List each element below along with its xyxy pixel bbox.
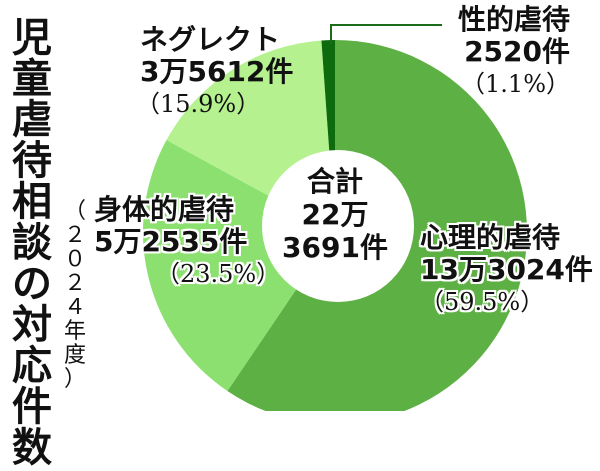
total-label: 合計 22万 3691件 [260,165,410,264]
subtitle-char: ４ [63,295,86,320]
subtitle-char: ２ [63,223,86,248]
subtitle-char: ２ [63,271,86,296]
total-value-line2: 3691件 [282,231,388,264]
donut-hole [262,150,414,302]
subtitle-char: 年 [63,319,86,344]
leader-line [330,24,442,44]
label-physical-abuse: 身体的虐待 5万2535件 （23.5%） [94,193,281,289]
title-char: 相 [12,179,52,225]
subtitle-char: （ [63,199,86,224]
donut-chart [142,24,527,411]
title-char: 虐 [12,97,52,143]
subtitle-char: 度 [63,343,86,368]
subtitle-char: ） [63,367,86,392]
label-neglect: ネグレクト 3万5612件 （15.9%） [136,23,294,119]
subtitle-char: ０ [63,247,86,272]
label-sexual-abuse: 性的虐待 2520件 （1.1%） [458,3,571,99]
title-char: 待 [12,138,52,184]
title-char: 数 [12,425,52,471]
chart-subtitle-year: （２ ０ ２ ４ 年度） [62,200,88,392]
title-char: 児 [12,15,52,61]
label-psychological-abuse: 心理的虐待 13万3024件 （59.5%） [420,221,593,317]
total-heading: 合計 [306,165,363,198]
pie-slice [142,139,335,392]
title-char: の [12,261,52,307]
title-char: 童 [12,56,52,102]
total-value-line1: 22万 [301,198,369,231]
title-char: 対 [12,302,52,348]
title-char: 談 [12,220,52,266]
title-char: 応 [12,343,52,389]
